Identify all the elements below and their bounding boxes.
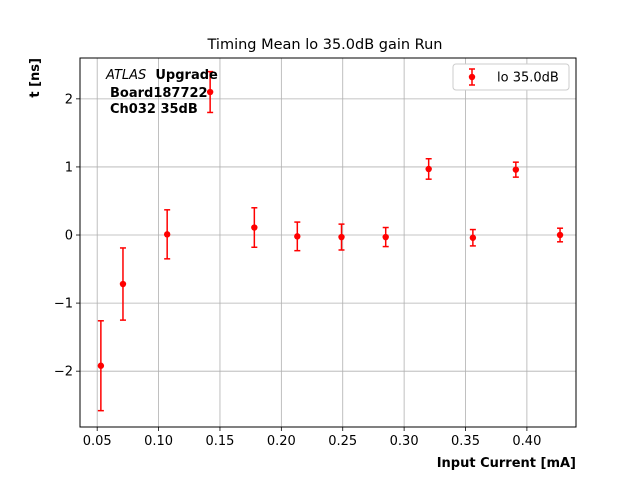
y-tick-label: 1 — [65, 160, 73, 175]
point-marker — [294, 233, 301, 240]
legend-label: lo 35.0dB — [497, 71, 559, 86]
x-tick-label: 0.40 — [512, 434, 541, 449]
channel-label: Ch032 35dB — [110, 102, 198, 117]
legend: lo 35.0dB — [452, 63, 570, 91]
legend-marker — [468, 73, 476, 81]
point-marker — [556, 231, 564, 239]
y-tick-label: −1 — [54, 297, 73, 312]
data-point — [382, 226, 389, 248]
atlas-tag: Upgrade — [155, 68, 218, 83]
point-marker — [382, 233, 389, 241]
data-point — [119, 247, 127, 321]
data-point — [97, 320, 105, 412]
data-point — [425, 158, 432, 180]
point-marker — [425, 165, 432, 173]
plot-frame — [79, 57, 577, 428]
x-tick-label: 0.35 — [451, 434, 480, 449]
y-tick-label: 2 — [65, 92, 73, 107]
point-marker — [206, 88, 214, 96]
point-marker — [119, 280, 127, 288]
point-marker — [163, 231, 171, 238]
atlas-label: ATLAS — [105, 68, 146, 83]
point-marker — [469, 234, 477, 241]
plot-area — [80, 58, 576, 427]
data-point — [512, 161, 520, 178]
chart-title: Timing Mean lo 35.0dB gain Run — [207, 37, 443, 53]
point-marker — [338, 233, 345, 241]
x-axis-label: Input Current [mA] — [437, 456, 576, 471]
svg-text:ATLAS Upgrade: ATLAS Upgrade — [105, 64, 218, 83]
point-marker — [97, 362, 105, 369]
x-tick-label: 0.25 — [328, 434, 357, 449]
legend-box — [452, 63, 570, 91]
data-point — [251, 207, 258, 249]
board-label: Board187722 — [110, 86, 208, 101]
atlas-annotation: ATLAS Upgrade Board187722 Ch032 35dB — [105, 64, 218, 117]
y-tick-label: −2 — [54, 365, 73, 380]
data-point — [163, 209, 171, 260]
data-point — [338, 223, 345, 251]
data-point — [294, 221, 301, 252]
grid — [80, 58, 576, 427]
data-point — [469, 228, 477, 247]
x-tick-label: 0.10 — [144, 434, 173, 449]
axes: 0.05 0.10 0.15 0.20 0.25 0.30 0.35 0.40 −2 −1 0 1 2 — [54, 92, 542, 449]
y-tick-label: 0 — [65, 229, 73, 244]
data-series — [97, 70, 564, 412]
point-marker — [512, 166, 520, 173]
data-point — [556, 227, 564, 243]
data-point — [206, 70, 214, 114]
x-tick-label: 0.05 — [83, 434, 112, 449]
x-tick-label: 0.20 — [267, 434, 296, 449]
point-marker — [251, 224, 258, 231]
x-tick-label: 0.15 — [205, 434, 234, 449]
y-axis-label: t [ns] — [28, 58, 43, 98]
x-tick-label: 0.30 — [390, 434, 419, 449]
